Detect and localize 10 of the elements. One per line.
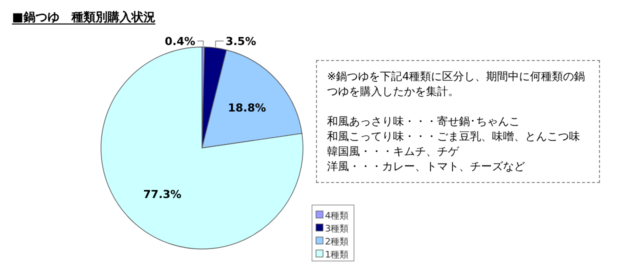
annotation: 韓国風・・・キムチ、チゲ xyxy=(327,144,460,159)
annotation: 和風こってり味・・・ごま豆乳、味噌、とんこつ味 xyxy=(327,129,581,144)
legend-label: 3種類 xyxy=(325,224,349,234)
legend-label: 4種類 xyxy=(325,210,349,222)
title: ■鍋つゆ 種類別購入状況 xyxy=(12,10,156,24)
annotation: 洋風・・・カレー、トマト、チーズなど xyxy=(327,159,526,174)
legend-label: 1種類 xyxy=(325,250,349,260)
annotation: 和風あっさり味・・・寄せ鍋･ちゃんこ xyxy=(327,114,521,129)
annotation: ※鍋つゆを下記4種類に区分し、期間中に何種類の鍋つゆを購入したかを集計。 xyxy=(327,69,586,99)
legend-label: 2種類 xyxy=(325,236,349,248)
